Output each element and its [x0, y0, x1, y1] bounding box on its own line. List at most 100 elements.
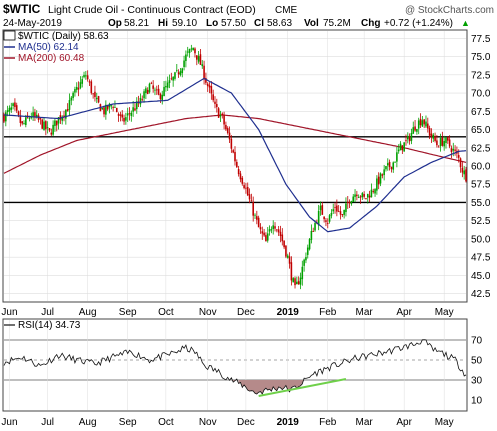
candle-body: [45, 121, 47, 130]
candle-body: [6, 110, 9, 113]
candle-body: [88, 81, 91, 83]
candle-body: [276, 229, 278, 231]
rsi-x-tick-label: May: [435, 417, 454, 428]
candle-body: [57, 117, 60, 124]
candle-body: [459, 158, 462, 168]
candle-body: [236, 161, 238, 168]
candle-body: [252, 202, 254, 216]
candle-body: [356, 194, 358, 197]
candle-body: [106, 105, 109, 110]
candle-body: [366, 193, 369, 198]
candle-body: [101, 108, 104, 110]
candle-body: [268, 229, 271, 232]
candle-body: [372, 191, 375, 192]
candle-body: [86, 75, 89, 80]
candle-body: [448, 139, 451, 147]
candle-body: [152, 85, 154, 89]
price-y-tick-label: 70.0: [471, 89, 491, 100]
candle-body: [396, 152, 398, 162]
candle-body: [203, 65, 205, 80]
hi-value: 59.10: [172, 18, 197, 29]
candle-body: [345, 203, 347, 213]
price-y-tick-label: 55.0: [471, 198, 491, 209]
candle-body: [157, 88, 160, 95]
candle-body: [443, 140, 445, 147]
candle-body: [392, 162, 395, 170]
rsi-x-tick-label: Sep: [119, 417, 137, 428]
candle-body: [286, 255, 289, 258]
candle-body: [317, 210, 320, 226]
price-x-tick-label: Nov: [199, 307, 217, 318]
candle-body: [114, 107, 116, 108]
candle-body: [226, 128, 229, 133]
candle-body: [266, 233, 269, 241]
rsi-y-tick-label: 30: [471, 376, 483, 387]
candle-body: [265, 235, 267, 242]
candle-body: [394, 161, 396, 163]
candle-body: [288, 256, 291, 264]
candle-body: [17, 111, 20, 116]
main-legend-swatch: [3, 30, 16, 41]
candle-body: [323, 216, 325, 220]
rsi-line: [3, 339, 467, 395]
candle-body: [359, 196, 362, 198]
candle-body: [50, 132, 53, 135]
candle-body: [166, 82, 169, 88]
candle-body: [34, 112, 36, 117]
rsi-x-tick-label: Dec: [237, 417, 255, 428]
chg-label: Chg: [361, 18, 380, 29]
candle-body: [21, 121, 23, 124]
candle-body: [43, 121, 45, 130]
candle-body: [132, 107, 134, 112]
chg-value: +0.72 (+1.24%): [384, 18, 453, 29]
candle-body: [117, 113, 120, 116]
candle-body: [92, 93, 94, 95]
candle-body: [361, 193, 364, 198]
price-y-tick-label: 42.5: [471, 289, 491, 300]
rsi-x-tick-label: Mar: [356, 417, 374, 428]
candle-body: [379, 173, 382, 184]
header-description: Light Crude Oil - Continuous Contract (E…: [48, 4, 256, 16]
candle-body: [465, 169, 467, 182]
ma200-line: [3, 114, 467, 174]
candle-body: [365, 198, 367, 199]
candle-body: [419, 118, 422, 126]
candle-body: [194, 48, 196, 54]
candle-body: [245, 187, 247, 189]
candle-body: [59, 115, 62, 120]
candle-body: [14, 102, 16, 107]
candle-body: [256, 216, 258, 220]
candle-body: [405, 140, 407, 142]
candle-body: [165, 85, 167, 88]
candle-body: [94, 91, 96, 98]
rsi-legend-label: RSI(14) 34.73: [18, 320, 81, 331]
candle-body: [430, 133, 433, 137]
candle-body: [3, 114, 5, 122]
candle-body: [32, 112, 34, 117]
header-date: 24-May-2019: [3, 18, 62, 29]
candle-body: [159, 94, 162, 100]
candle-body: [423, 119, 425, 125]
candle-body: [290, 262, 293, 281]
candle-body: [434, 136, 436, 141]
candle-body: [123, 117, 125, 122]
candle-body: [225, 124, 227, 130]
op-value: 58.21: [124, 18, 149, 29]
candle-body: [72, 92, 74, 99]
candle-body: [12, 103, 14, 107]
candle-body: [103, 107, 105, 115]
vol-value: 75.2M: [323, 18, 351, 29]
candle-body: [457, 155, 460, 158]
candle-body: [19, 116, 22, 123]
candle-body: [408, 136, 411, 142]
candle-body: [175, 70, 178, 72]
candle-body: [217, 108, 220, 118]
candle-body: [196, 55, 198, 60]
candlesticks: [3, 44, 467, 290]
candle-body: [341, 214, 344, 216]
candle-body: [163, 86, 165, 96]
candle-body: [376, 178, 378, 191]
candle-body: [210, 86, 213, 94]
candle-body: [185, 54, 187, 62]
candle-body: [63, 115, 65, 117]
